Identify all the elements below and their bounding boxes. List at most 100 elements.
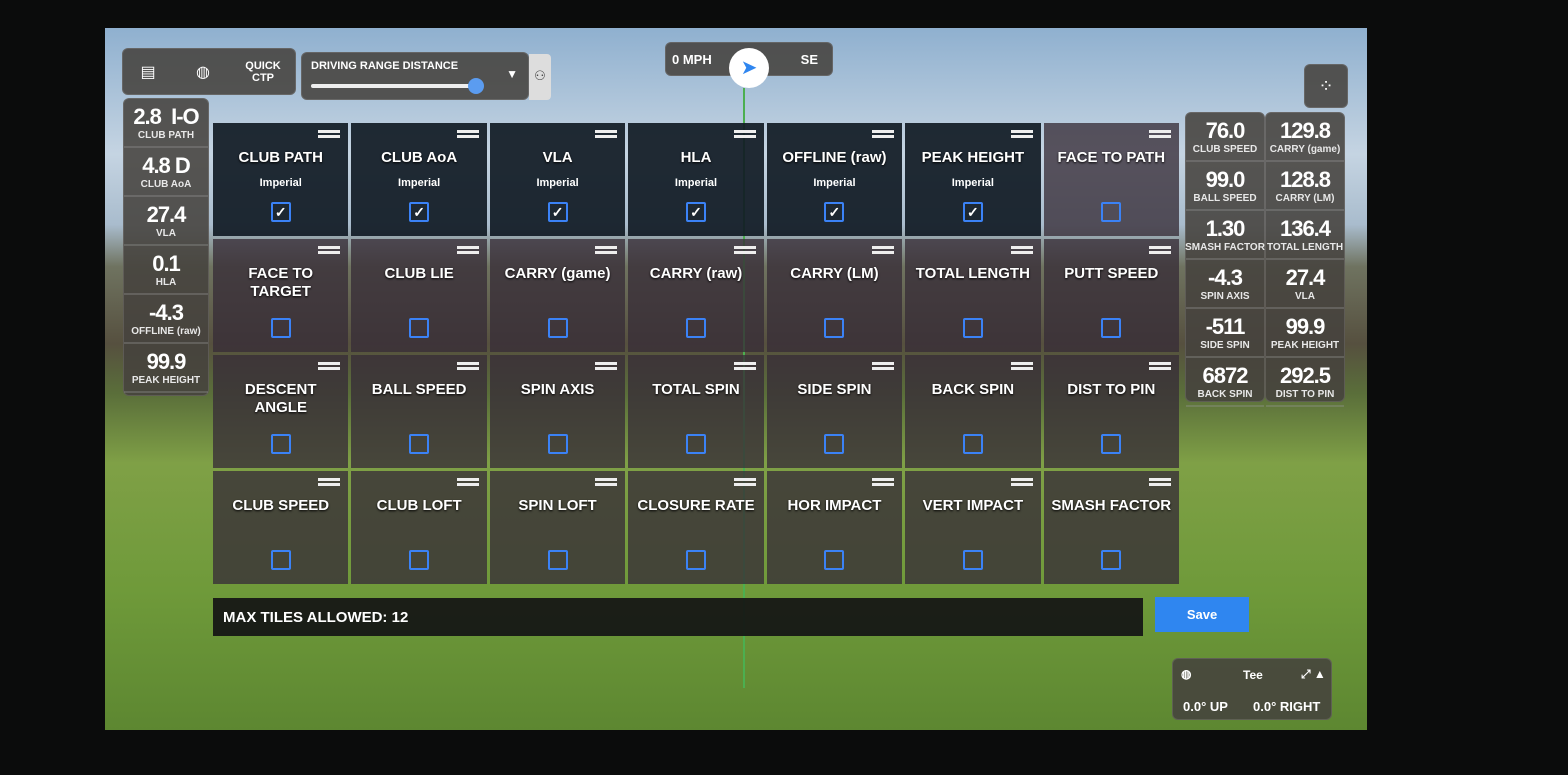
drag-handle-icon[interactable] — [595, 130, 618, 138]
metric-tile[interactable]: HLA Imperial ✓ — [628, 123, 764, 236]
checkbox-checked[interactable]: ✓ — [962, 202, 983, 222]
checkbox[interactable] — [824, 550, 845, 570]
metric-tile[interactable]: TOTAL LENGTH — [905, 239, 1041, 352]
drag-handle-icon[interactable] — [733, 478, 756, 486]
drag-handle-icon[interactable] — [733, 362, 756, 370]
checkbox-checked[interactable]: ✓ — [409, 202, 430, 222]
drag-handle-icon[interactable] — [595, 478, 618, 486]
metric-tile[interactable]: FACE TO PATH — [1043, 123, 1179, 236]
drag-handle-icon[interactable] — [318, 362, 341, 370]
checkbox[interactable] — [1101, 550, 1122, 570]
metric-tile[interactable]: CARRY (raw) — [628, 239, 764, 352]
drag-handle-icon[interactable] — [1149, 478, 1171, 486]
checkbox-checked[interactable]: ✓ — [824, 202, 845, 222]
checkbox[interactable] — [1101, 434, 1122, 454]
drag-handle-icon[interactable] — [456, 130, 479, 138]
metric-tile[interactable]: CLUB PATH Imperial ✓ — [213, 123, 349, 236]
checkbox[interactable] — [685, 434, 706, 454]
metric-tile[interactable]: CLUB SPEED — [213, 471, 349, 584]
drag-handle-icon[interactable] — [872, 246, 895, 254]
drag-handle-icon[interactable] — [318, 478, 341, 486]
checkbox[interactable] — [270, 318, 291, 338]
metric-tile[interactable]: BACK SPIN — [905, 355, 1041, 468]
drag-handle-icon[interactable] — [733, 130, 756, 138]
metric-tile[interactable]: CLOSURE RATE — [628, 471, 764, 584]
checkbox[interactable] — [685, 318, 706, 338]
metric-tile[interactable]: CARRY (game) — [489, 239, 626, 352]
stat-label: TOTAL LENGTH — [1266, 242, 1344, 253]
checkbox-checked[interactable]: ✓ — [685, 202, 706, 222]
quick-ctp-button[interactable]: QUICK CTP — [245, 59, 281, 84]
drag-handle-icon[interactable] — [1149, 130, 1171, 138]
checkbox[interactable] — [547, 434, 568, 454]
tile-title: CLUB SPEED — [232, 497, 330, 514]
metric-tile[interactable]: BALL SPEED — [351, 355, 487, 468]
metric-tile[interactable]: PEAK HEIGHT Imperial ✓ — [905, 123, 1041, 236]
drag-handle-icon[interactable] — [1010, 246, 1033, 254]
drag-handle-icon[interactable] — [595, 246, 618, 254]
metric-tile[interactable]: CLUB AoA Imperial ✓ — [351, 123, 487, 236]
drag-handle-icon[interactable] — [733, 246, 756, 254]
metric-tile[interactable]: SPIN AXIS — [489, 355, 626, 468]
drag-handle-icon[interactable] — [872, 478, 895, 486]
checkbox[interactable] — [409, 434, 430, 454]
metric-tile[interactable]: HOR IMPACT — [766, 471, 903, 584]
tile-title: DESCENT ANGLE — [244, 381, 317, 416]
save-button[interactable]: Save — [1155, 597, 1249, 632]
drag-handle-icon[interactable] — [1010, 478, 1033, 486]
metric-tile[interactable]: TOTAL SPIN — [628, 355, 764, 468]
checkbox[interactable] — [1101, 202, 1122, 222]
stat-item: 4.8 D CLUB AoA — [124, 148, 208, 197]
metric-tile[interactable]: PUTT SPEED — [1043, 239, 1179, 352]
checkbox[interactable] — [685, 550, 706, 570]
metric-tile[interactable]: DIST TO PIN — [1043, 355, 1179, 468]
metric-tile[interactable]: SPIN LOFT — [489, 471, 626, 584]
checkbox[interactable] — [962, 318, 983, 338]
drag-handle-icon[interactable] — [456, 362, 479, 370]
expand-icon[interactable]: ⤢ ▲ — [1301, 667, 1326, 681]
checkbox[interactable] — [409, 550, 430, 570]
metric-tile[interactable]: SIDE SPIN — [766, 355, 903, 468]
checkbox[interactable] — [824, 434, 845, 454]
metric-tile[interactable]: OFFLINE (raw) Imperial ✓ — [766, 123, 903, 236]
metric-tile[interactable]: CARRY (LM) — [766, 239, 903, 352]
drag-handle-icon[interactable] — [1010, 362, 1033, 370]
slider-thumb[interactable] — [468, 78, 484, 94]
drag-handle-icon[interactable] — [456, 478, 479, 486]
checkbox[interactable] — [547, 550, 568, 570]
drag-handle-icon[interactable] — [872, 130, 895, 138]
drag-handle-icon[interactable] — [595, 362, 618, 370]
users-icon[interactable]: ⚇ — [529, 54, 551, 100]
clipboard-icon[interactable]: ▤ — [140, 63, 156, 81]
checkbox-checked[interactable]: ✓ — [270, 202, 291, 222]
checkbox[interactable] — [962, 434, 983, 454]
drag-handle-icon[interactable] — [318, 130, 341, 138]
checkbox[interactable] — [962, 550, 983, 570]
metric-tile[interactable]: FACE TO TARGET — [213, 239, 349, 352]
checkbox[interactable] — [270, 434, 291, 454]
metric-tile[interactable]: CLUB LOFT — [351, 471, 487, 584]
drag-handle-icon[interactable] — [318, 246, 341, 254]
golf-ball-icon[interactable]: ◍ — [196, 63, 210, 81]
drag-handle-icon[interactable] — [1149, 362, 1171, 370]
checkbox[interactable] — [824, 318, 845, 338]
drag-handle-icon[interactable] — [1010, 130, 1033, 138]
checkbox-checked[interactable]: ✓ — [547, 202, 568, 222]
range-slider[interactable] — [311, 78, 484, 94]
chevron-down-icon[interactable]: ▼ — [506, 67, 518, 81]
drag-handle-icon[interactable] — [1149, 246, 1171, 254]
metric-tile[interactable]: CLUB LIE — [351, 239, 487, 352]
stat-item: 99.9 PEAK HEIGHT — [124, 344, 208, 393]
metric-tile[interactable]: VERT IMPACT — [905, 471, 1041, 584]
checkbox[interactable] — [1101, 318, 1122, 338]
checkbox[interactable] — [547, 318, 568, 338]
metric-tile[interactable]: DESCENT ANGLE — [213, 355, 349, 468]
checkbox[interactable] — [409, 318, 430, 338]
layout-grid-button[interactable]: ⁘ — [1304, 64, 1348, 108]
drag-handle-icon[interactable] — [872, 362, 895, 370]
metric-tile[interactable]: VLA Imperial ✓ — [489, 123, 626, 236]
checkbox[interactable] — [270, 550, 291, 570]
drag-handle-icon[interactable] — [456, 246, 479, 254]
stat-item: 99.9 PEAK HEIGHT — [1266, 309, 1344, 358]
metric-tile[interactable]: SMASH FACTOR — [1043, 471, 1179, 584]
